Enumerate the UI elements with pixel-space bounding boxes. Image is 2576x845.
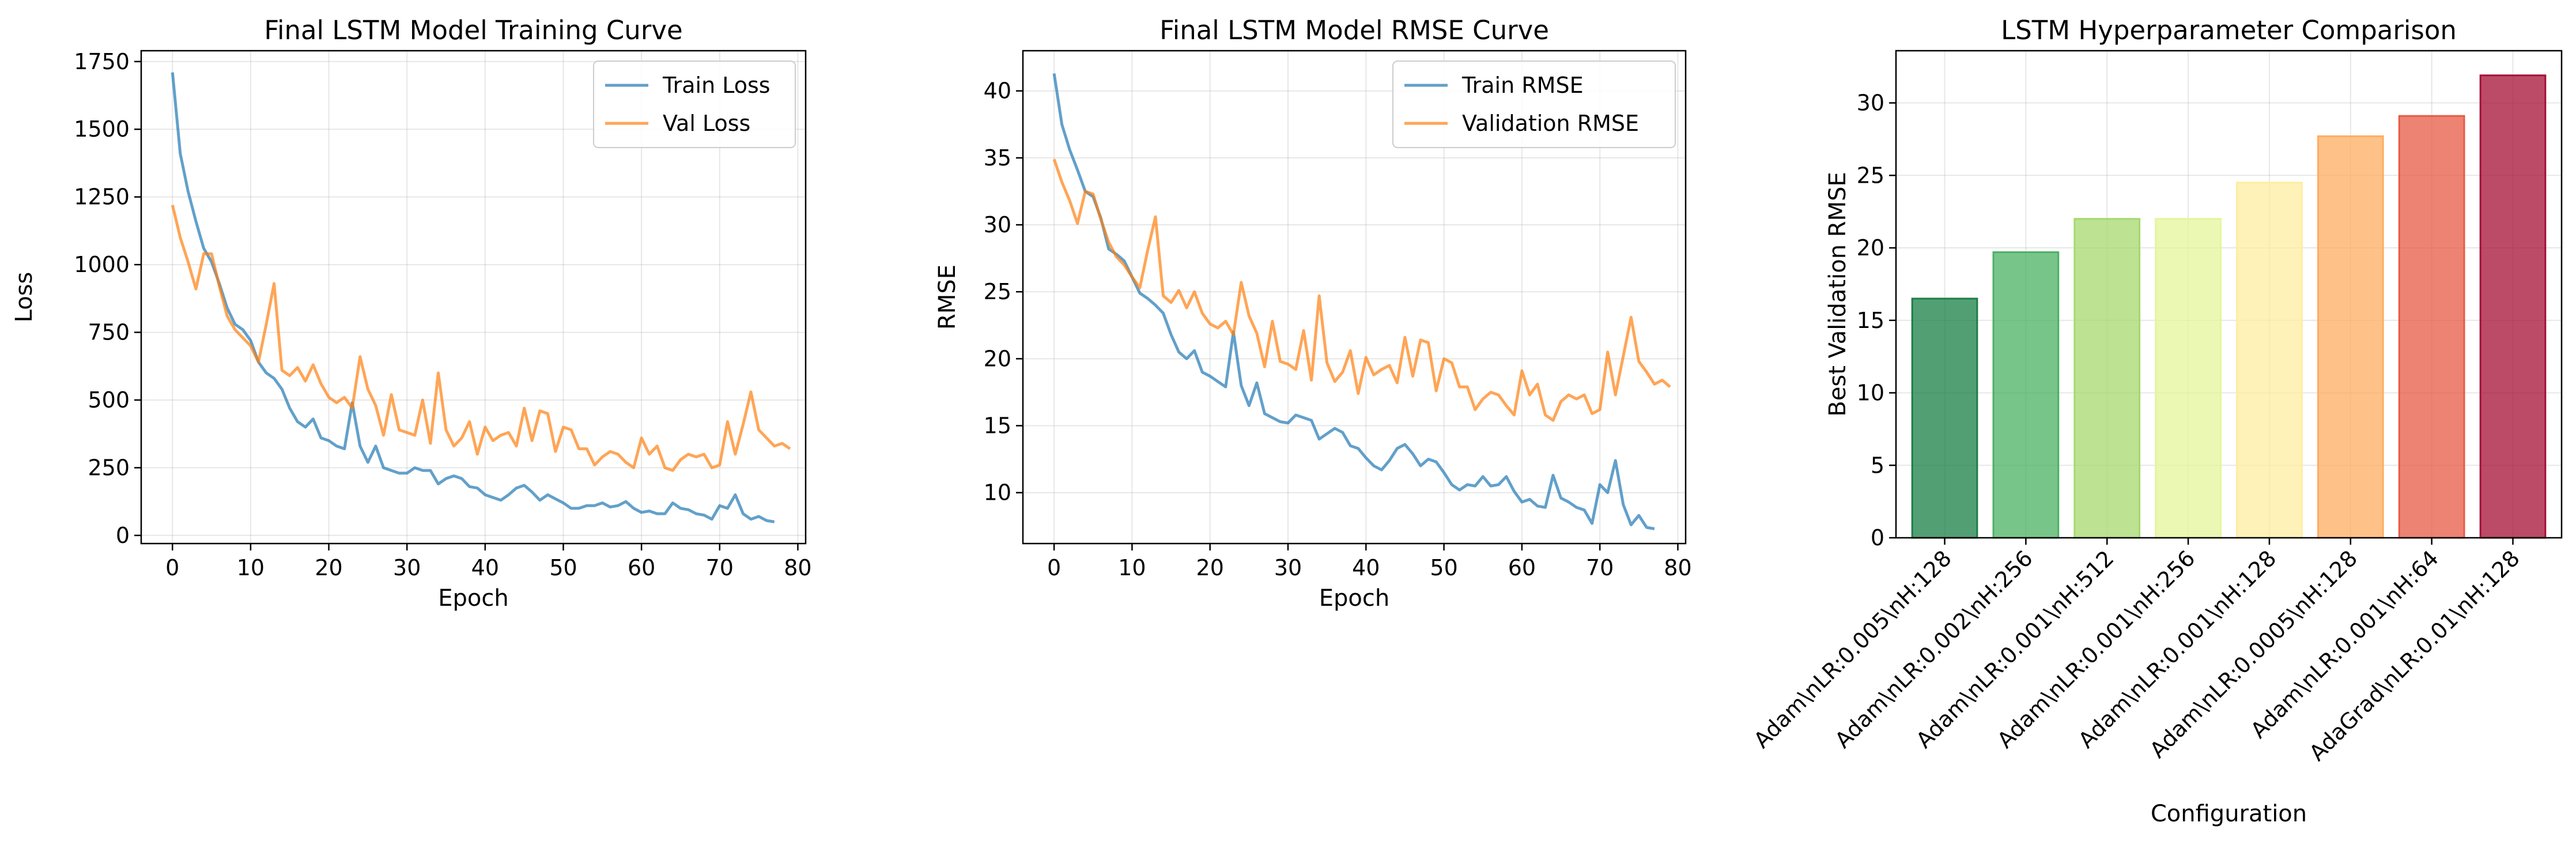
x-tick-label: 0 bbox=[165, 555, 179, 580]
series-line-train-loss bbox=[171, 72, 775, 523]
bar bbox=[2398, 115, 2465, 539]
y-tick-label: 250 bbox=[88, 455, 130, 480]
x-tick-label: 80 bbox=[784, 555, 811, 580]
x-tick-label: 20 bbox=[1196, 555, 1224, 580]
y-tick-label: 1250 bbox=[74, 184, 130, 210]
y-tick-label: 1750 bbox=[74, 49, 130, 74]
y-tick-label: 1500 bbox=[74, 116, 130, 142]
chart-1: 0 250 500 750 1000 1250 1500 1750 0 10 20 30 40 50 60 7… bbox=[11, 15, 812, 612]
bar bbox=[1911, 297, 1978, 539]
y-tick-label: 20 bbox=[1857, 235, 1884, 261]
plot-frame bbox=[1022, 50, 1687, 545]
plot-frame bbox=[1895, 50, 2563, 539]
y-tick-label: 0 bbox=[1871, 525, 1884, 550]
bar bbox=[2073, 218, 2141, 539]
chart-title: LSTM Hyperparameter Comparison bbox=[2001, 15, 2457, 46]
x-tick-label: 20 bbox=[315, 555, 342, 580]
x-tick-label: 60 bbox=[628, 555, 655, 580]
y-tick-label: 30 bbox=[984, 212, 1011, 237]
bar bbox=[2317, 135, 2384, 539]
chart-title: Final LSTM Model Training Curve bbox=[264, 15, 682, 46]
y-tick-label: 15 bbox=[1857, 308, 1884, 333]
y-tick-label: 40 bbox=[984, 78, 1011, 104]
x-tick-label: 10 bbox=[237, 555, 265, 580]
y-axis-label: Loss bbox=[11, 272, 37, 323]
y-axis-label: Best Validation RMSE bbox=[1825, 172, 1851, 417]
x-tick-label: 10 bbox=[1118, 555, 1146, 580]
x-tick-label: 40 bbox=[471, 555, 499, 580]
x-tick-label: 70 bbox=[706, 555, 734, 580]
bar bbox=[2479, 74, 2547, 539]
y-tick-label: 20 bbox=[984, 346, 1011, 371]
x-tick-label: 0 bbox=[1047, 555, 1061, 580]
series-line-val-loss bbox=[171, 205, 791, 472]
legend-label: Train Loss bbox=[662, 73, 770, 98]
x-tick-label: 60 bbox=[1508, 555, 1536, 580]
legend: Train RMSE Validation RMSE bbox=[1392, 61, 1676, 148]
y-tick-label: 25 bbox=[984, 279, 1011, 304]
y-tick-label: 25 bbox=[1857, 163, 1884, 188]
y-tick-label: 1000 bbox=[74, 252, 130, 277]
y-tick-label: 15 bbox=[984, 413, 1011, 439]
plot-frame bbox=[140, 50, 807, 545]
y-axis-label: RMSE bbox=[934, 265, 961, 330]
x-tick-label: 30 bbox=[393, 555, 421, 580]
chart-3: 0 5 10 15 20 25 30 LSTM Hyperparameter Comparis… bbox=[1749, 15, 2563, 827]
bar bbox=[2236, 182, 2303, 539]
x-tick-label: 40 bbox=[1352, 555, 1380, 580]
y-tick-label: 35 bbox=[984, 145, 1011, 171]
bar bbox=[1992, 251, 2060, 539]
x-tick-label: 50 bbox=[549, 555, 577, 580]
legend-label: Val Loss bbox=[663, 111, 750, 136]
chart-title: Final LSTM Model RMSE Curve bbox=[1159, 15, 1549, 46]
x-axis-label: Epoch bbox=[1319, 585, 1389, 612]
legend: Train Loss Val Loss bbox=[593, 61, 796, 148]
series-line-train-rmse bbox=[1052, 73, 1655, 530]
x-axis-label: Epoch bbox=[438, 585, 508, 612]
x-tick-label: 30 bbox=[1274, 555, 1302, 580]
x-tick-label: 80 bbox=[1664, 555, 1691, 580]
legend-label: Train RMSE bbox=[1461, 73, 1584, 98]
y-tick-label: 0 bbox=[116, 523, 130, 548]
x-tick-label: 50 bbox=[1430, 555, 1457, 580]
x-axis-label: Configuration bbox=[2151, 801, 2307, 827]
legend-box bbox=[1392, 61, 1676, 148]
x-tick-label: 70 bbox=[1586, 555, 1614, 580]
legend-label: Validation RMSE bbox=[1462, 111, 1639, 136]
series-line-validation-rmse bbox=[1052, 159, 1671, 422]
legend-box bbox=[593, 61, 796, 148]
y-tick-label: 10 bbox=[1857, 380, 1884, 406]
bar bbox=[2155, 218, 2222, 539]
y-tick-label: 750 bbox=[88, 320, 130, 345]
chart-2: 10 15 20 25 30 35 40 0 10 20 30 40 50 60 70 80 Final LST… bbox=[934, 15, 1692, 612]
y-tick-label: 30 bbox=[1857, 90, 1884, 116]
y-tick-label: 10 bbox=[984, 480, 1011, 506]
y-tick-label: 500 bbox=[88, 387, 130, 413]
y-tick-label: 5 bbox=[1871, 452, 1884, 478]
